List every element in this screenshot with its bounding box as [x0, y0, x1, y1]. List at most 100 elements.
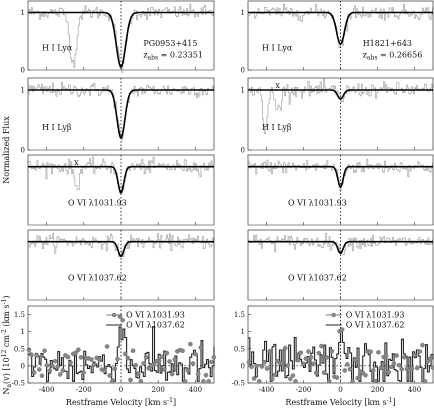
y-tick-label: 1	[241, 328, 245, 336]
line-label: H I Lyβ	[262, 123, 292, 132]
aod-point-1031	[280, 361, 285, 366]
aod-point-1031	[269, 376, 275, 382]
aod-point-1031	[396, 362, 402, 368]
aod-point-1031	[334, 375, 340, 380]
aod-point-1031	[339, 327, 345, 332]
aod-point-1031	[412, 352, 417, 358]
x-axis-label: Restframe Velocity [km s-1]	[285, 397, 395, 407]
aod-point-1031	[39, 373, 45, 379]
aod-point-1031	[76, 347, 81, 353]
aod-point-1031	[417, 349, 423, 354]
aod-point-1031	[324, 355, 329, 360]
x-tick-label: 400	[408, 386, 421, 394]
aod-point-1031	[383, 353, 389, 359]
target-name: H1821+643	[363, 39, 412, 48]
aod-point-1031	[427, 356, 433, 361]
aod-point-1031	[206, 378, 211, 384]
flux-panel: 0 1 H I Lyα PG0953+415 zabs = 0.23351	[21, 0, 215, 75]
aod-point-1031	[264, 366, 270, 371]
aod-point-1031	[256, 378, 262, 384]
aod-point-1031	[259, 364, 265, 369]
line-label: H I Lyα	[42, 44, 73, 53]
aod-point-1031	[29, 352, 34, 358]
x-tick-label: 0	[119, 386, 123, 394]
aod-point-1031	[42, 348, 47, 354]
aod-point-1031	[414, 365, 420, 371]
aod-point-1031	[52, 358, 58, 364]
flux-panel: O VI λ1031.93 x	[27, 154, 215, 226]
aod-point-1031	[26, 347, 32, 353]
aod-point-1031	[394, 353, 399, 358]
column-pg0953: 0 1 H I Lyα PG0953+415 zabs = 0.23351 0 1 H I L…	[12, 0, 217, 407]
flux-panel: O VI λ1037.62	[27, 229, 215, 301]
y-tick-label: 0.5	[14, 345, 25, 353]
aod-point-1031	[316, 350, 322, 356]
y-tick-label: 1	[21, 87, 25, 95]
line-label: O VI λ1031.93	[68, 198, 127, 207]
aod-point-1031	[329, 348, 335, 354]
aod-point-1031	[50, 363, 55, 369]
aod-point-1031	[138, 378, 144, 384]
aod-point-1031	[254, 363, 259, 369]
aod-point-1031	[73, 350, 79, 356]
line-label: O VI λ1031.93	[288, 198, 347, 207]
x-tick-label: 0	[338, 386, 342, 394]
x-tick-label: -200	[76, 386, 92, 394]
aod-panel: -0.5 0 0.5 1 1.5 -400 -200 0 200 400 O VI λ1031.93…	[12, 305, 217, 407]
aod-point-1031	[143, 355, 149, 360]
aod-point-1031	[167, 359, 172, 364]
aod-point-1031	[122, 351, 128, 357]
aod-point-1031	[249, 364, 254, 370]
blend-marker: x	[74, 158, 79, 167]
aod-point-1031	[130, 348, 136, 354]
aod-point-1031	[65, 354, 71, 360]
aod-point-1031	[78, 355, 84, 360]
ylabel-aod: Na(v) [1012 cm-2 (km s-1)	[1, 295, 13, 394]
aod-point-1031	[306, 349, 311, 354]
aod-point-1031	[246, 359, 252, 365]
blend-marker: x	[275, 81, 280, 90]
aod-point-1031	[151, 362, 157, 367]
aod-point-1031	[55, 364, 60, 370]
aod-point-1031	[172, 357, 178, 362]
x-tick-label: -200	[296, 386, 312, 394]
ylabel-normalized-flux: Normalized Flux	[2, 116, 11, 184]
aod-point-1031	[128, 377, 133, 383]
aod-point-1031	[89, 357, 94, 362]
line-label: O VI λ1037.62	[288, 273, 347, 282]
y-tick-label: -0.5	[12, 380, 26, 388]
aod-point-1031	[285, 363, 291, 368]
legend-marker-1031	[331, 312, 336, 318]
aod-point-1031	[188, 341, 193, 347]
y-tick-label: 1.5	[14, 311, 25, 319]
aod-point-1031	[104, 344, 110, 349]
flux-panel: 0 1 H I Lyα H1821+643 zabs = 0.26656	[241, 0, 434, 75]
aod-point-1031	[120, 317, 125, 323]
target-name: PG0953+415	[143, 39, 197, 48]
aod-point-1031	[409, 366, 415, 371]
aod-point-1031	[146, 366, 152, 371]
aod-point-1031	[159, 354, 165, 360]
aod-point-1031	[355, 375, 361, 381]
aod-point-1031	[211, 354, 217, 360]
line-label: H I Lyα	[262, 44, 293, 53]
aod-point-1031	[169, 371, 175, 377]
y-tick-label: 0.5	[234, 345, 245, 353]
flux-data	[248, 158, 433, 191]
flux-panel: 0 1 H I Lyβ x	[241, 77, 434, 155]
aod-point-1031	[96, 356, 102, 362]
aod-point-1031	[193, 351, 198, 357]
line-label: H I Lyβ	[42, 123, 72, 132]
aod-point-1031	[262, 359, 267, 365]
flux-model	[28, 240, 214, 258]
aod-point-1031	[203, 372, 209, 378]
aod-point-1031	[201, 378, 206, 384]
y-tick-label: 0	[21, 362, 25, 370]
aod-point-1031	[47, 368, 53, 373]
aod-point-1031	[141, 361, 146, 366]
aod-point-1031	[303, 356, 309, 361]
aod-point-1031	[352, 357, 358, 363]
aod-point-1031	[402, 355, 407, 360]
aod-point-1031	[164, 350, 170, 356]
aod-point-1031	[102, 368, 107, 374]
